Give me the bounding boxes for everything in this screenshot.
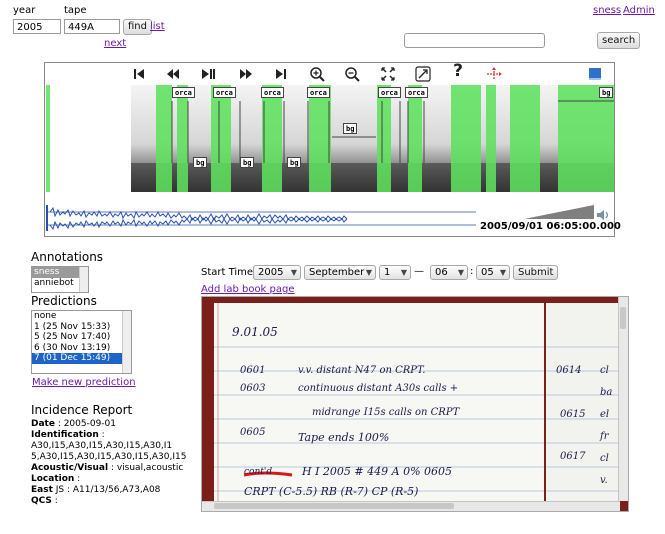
zoom-out-icon[interactable] bbox=[344, 66, 360, 82]
list-item[interactable]: sness bbox=[32, 267, 88, 278]
predictions-title: Predictions bbox=[31, 294, 97, 308]
notebook-entry: fr bbox=[600, 431, 609, 442]
colon-separator: : bbox=[470, 266, 474, 277]
waveform[interactable] bbox=[46, 203, 476, 233]
hour-select[interactable]: 06 ▼ bbox=[430, 265, 468, 280]
start-time-label: Start Time bbox=[201, 267, 254, 278]
incidence-title: Incidence Report bbox=[31, 403, 133, 417]
annotations-title: Annotations bbox=[31, 250, 104, 264]
fast-forward-icon[interactable] bbox=[238, 66, 254, 82]
help-icon[interactable]: ? bbox=[453, 61, 463, 81]
annotation-tag[interactable]: orca bbox=[378, 87, 401, 98]
notebook-time: 0601 bbox=[240, 365, 266, 376]
skip-start-icon[interactable] bbox=[131, 66, 147, 82]
incidence-report: Date : 2005-09-01 Identification : A30,I… bbox=[31, 419, 187, 506]
list-link[interactable]: list bbox=[150, 21, 165, 32]
spectrogram[interactable] bbox=[46, 85, 614, 192]
notebook-entry: v. bbox=[600, 475, 608, 486]
scroll-thumb[interactable] bbox=[620, 307, 626, 329]
tape-label: tape bbox=[64, 5, 87, 16]
notebook-entry: cl bbox=[600, 365, 609, 376]
notebook-date: 9.01.05 bbox=[232, 325, 278, 339]
skip-end-icon[interactable] bbox=[273, 66, 289, 82]
notebook-entry: cont'd bbox=[244, 467, 273, 477]
list-item[interactable]: 7 (01 Dec 15:49) bbox=[32, 353, 131, 364]
annotation-tag[interactable]: bg bbox=[240, 157, 255, 168]
list-item[interactable]: 1 (25 Nov 15:33) bbox=[34, 321, 111, 332]
day-select[interactable]: 1 ▼ bbox=[379, 265, 411, 280]
find-button[interactable]: find bbox=[123, 19, 152, 35]
notebook-entry: CRPT (C-5.5) RB (R-7) CP (R-5) bbox=[244, 485, 419, 498]
notebook-entry: cl bbox=[600, 453, 609, 464]
annotation-tag[interactable]: orca bbox=[261, 87, 284, 98]
search-button[interactable]: search bbox=[597, 32, 641, 49]
annotation-tag[interactable]: bg bbox=[287, 157, 302, 168]
zoom-in-icon[interactable] bbox=[309, 66, 325, 82]
notebook-entry: ba bbox=[600, 387, 613, 398]
year-label: year bbox=[13, 5, 36, 16]
notebook-time: 0603 bbox=[240, 383, 266, 394]
notebook-entry: H I 2005 # 449 A 0% 0605 bbox=[302, 465, 453, 478]
annotation-tag[interactable]: bg bbox=[193, 157, 208, 168]
volume-slider[interactable] bbox=[524, 205, 594, 219]
notebook-time: 0614 bbox=[556, 365, 582, 376]
list-item[interactable]: 6 (30 Nov 13:19) bbox=[34, 342, 111, 353]
notebook-entry: el bbox=[600, 409, 610, 420]
annotation-tag[interactable]: orca bbox=[307, 87, 330, 98]
notebook-time: 0617 bbox=[560, 451, 586, 462]
predictions-list[interactable]: none 1 (25 Nov 15:33) 5 (25 Nov 17:40) 6… bbox=[31, 310, 132, 374]
notebook-time: 0615 bbox=[560, 409, 586, 420]
annotations-list[interactable]: sness anniebot bbox=[31, 266, 89, 293]
fit-expand-icon[interactable] bbox=[380, 66, 396, 82]
submit-button[interactable]: Submit bbox=[513, 265, 559, 280]
play-pause-icon[interactable] bbox=[200, 66, 216, 82]
waveform-timestamp: 2005/09/01 06:05:00.000 bbox=[480, 221, 621, 232]
scrollbar[interactable] bbox=[79, 267, 88, 292]
notebook-entry: midrange I15s calls on CRPT bbox=[312, 407, 460, 418]
speaker-icon[interactable] bbox=[596, 206, 610, 220]
month-select[interactable]: September ▼ bbox=[304, 265, 376, 280]
notebook-entry: Tape ends 100% bbox=[298, 431, 390, 444]
list-item[interactable]: 5 (25 Nov 17:40) bbox=[34, 332, 111, 342]
list-item[interactable]: anniebot bbox=[34, 277, 74, 288]
make-prediction-link[interactable]: Make new prediction bbox=[32, 377, 136, 388]
lab-book-image[interactable]: 9.01.05 0601 v.v. distant N47 on CRPT. 0… bbox=[201, 296, 629, 512]
vertical-scrollbar[interactable] bbox=[618, 297, 628, 501]
annotation-tag[interactable]: orca bbox=[405, 87, 428, 98]
scrollbar[interactable] bbox=[122, 311, 131, 373]
year-input[interactable]: 2005 bbox=[13, 19, 61, 34]
year-select[interactable]: 2005 ▼ bbox=[253, 265, 301, 280]
book-icon[interactable] bbox=[587, 66, 603, 82]
notebook-right-page: 0614 0615 0617 cl ba el fr cl v. bbox=[546, 303, 618, 501]
notebook-left-page: 9.01.05 0601 v.v. distant N47 on CRPT. 0… bbox=[214, 303, 544, 501]
notebook-entry: continuous distant A30s calls + bbox=[298, 383, 459, 394]
horizontal-scrollbar[interactable] bbox=[202, 501, 620, 511]
notebook-time: 0605 bbox=[240, 427, 266, 438]
minute-select[interactable]: 05 ▼ bbox=[476, 265, 510, 280]
annotation-tag[interactable]: orca bbox=[213, 87, 236, 98]
crosshair-icon[interactable] bbox=[484, 66, 502, 82]
scroll-thumb[interactable] bbox=[214, 503, 454, 509]
annotation-tag[interactable]: orca bbox=[172, 87, 195, 98]
rewind-icon[interactable] bbox=[165, 66, 181, 82]
user-link[interactable]: sness bbox=[593, 5, 622, 16]
next-link[interactable]: next bbox=[104, 38, 127, 49]
annotation-tag[interactable]: bg bbox=[599, 87, 614, 98]
search-input[interactable] bbox=[404, 33, 545, 48]
tape-input[interactable]: 449A bbox=[64, 19, 120, 34]
dash-separator: — bbox=[414, 266, 424, 277]
annotation-tag[interactable]: bg bbox=[343, 123, 358, 134]
resize-icon[interactable] bbox=[415, 66, 431, 82]
admin-link[interactable]: Admin bbox=[623, 5, 655, 16]
lab-book-link[interactable]: Add lab book page bbox=[201, 284, 295, 295]
notebook-entry: v.v. distant N47 on CRPT. bbox=[298, 365, 426, 376]
list-item[interactable]: none bbox=[34, 311, 57, 321]
